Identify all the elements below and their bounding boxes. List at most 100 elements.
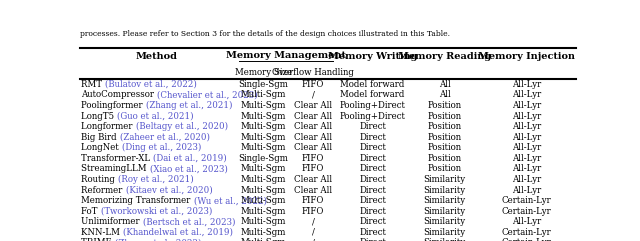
Text: Multi-Sgm: Multi-Sgm: [241, 196, 286, 205]
Text: Clear All: Clear All: [294, 175, 332, 184]
Text: Pooling+Direct: Pooling+Direct: [340, 112, 406, 120]
Text: Multi-Sgm: Multi-Sgm: [241, 186, 286, 194]
Text: /: /: [312, 217, 314, 226]
Text: (Bulatov et al., 2022): (Bulatov et al., 2022): [106, 80, 197, 89]
Text: Multi-Sgm: Multi-Sgm: [241, 228, 286, 237]
Text: Position: Position: [428, 112, 461, 120]
Text: Direct: Direct: [359, 122, 386, 131]
Text: Multi-Sgm: Multi-Sgm: [241, 112, 286, 120]
Text: Memory Management: Memory Management: [226, 51, 346, 60]
Text: Certain-Lyr: Certain-Lyr: [502, 196, 551, 205]
Text: LongNet: LongNet: [81, 143, 122, 152]
Text: (Beltagy et al., 2020): (Beltagy et al., 2020): [136, 122, 228, 131]
Text: Position: Position: [428, 143, 461, 152]
Text: Similarity: Similarity: [424, 239, 466, 241]
Text: Single-Sgm: Single-Sgm: [239, 80, 289, 89]
Text: TRIME: TRIME: [81, 239, 115, 241]
Text: Direct: Direct: [359, 175, 386, 184]
Text: All-Lyr: All-Lyr: [512, 186, 541, 194]
Text: All-Lyr: All-Lyr: [512, 101, 541, 110]
Text: Clear All: Clear All: [294, 133, 332, 142]
Text: Multi-Sgm: Multi-Sgm: [241, 133, 286, 142]
Text: All: All: [438, 80, 451, 89]
Text: Model forward: Model forward: [340, 90, 405, 99]
Text: FIFO: FIFO: [302, 196, 324, 205]
Text: KNN-LM: KNN-LM: [81, 228, 123, 237]
Text: Pooling+Direct: Pooling+Direct: [340, 101, 406, 110]
Text: (Guo et al., 2021): (Guo et al., 2021): [117, 112, 194, 120]
Text: Similarity: Similarity: [424, 228, 466, 237]
Text: Memory Size: Memory Size: [235, 67, 292, 77]
Text: Clear All: Clear All: [294, 143, 332, 152]
Text: Multi-Sgm: Multi-Sgm: [241, 164, 286, 174]
Text: Similarity: Similarity: [424, 196, 466, 205]
Text: Direct: Direct: [359, 207, 386, 216]
Text: Position: Position: [428, 154, 461, 163]
Text: Model forward: Model forward: [340, 80, 405, 89]
Text: Unlimiformer: Unlimiformer: [81, 217, 143, 226]
Text: (Khandelwal et al., 2019): (Khandelwal et al., 2019): [123, 228, 233, 237]
Text: Direct: Direct: [359, 143, 386, 152]
Text: Memory Reading: Memory Reading: [398, 52, 491, 61]
Text: (Dai et al., 2019): (Dai et al., 2019): [154, 154, 227, 163]
Text: Memory Injection: Memory Injection: [478, 52, 575, 61]
Text: Direct: Direct: [359, 196, 386, 205]
Text: All-Lyr: All-Lyr: [512, 122, 541, 131]
Text: Multi-Sgm: Multi-Sgm: [241, 143, 286, 152]
Text: Multi-Sgm: Multi-Sgm: [241, 207, 286, 216]
Text: Single-Sgm: Single-Sgm: [239, 154, 289, 163]
Text: (Wu et al., 2022): (Wu et al., 2022): [194, 196, 267, 205]
Text: Multi-Sgm: Multi-Sgm: [241, 90, 286, 99]
Text: (Kitaev et al., 2020): (Kitaev et al., 2020): [125, 186, 212, 194]
Text: (Bertsch et al., 2023): (Bertsch et al., 2023): [143, 217, 236, 226]
Text: Certain-Lyr: Certain-Lyr: [502, 239, 551, 241]
Text: (Chevalier et al., 2023): (Chevalier et al., 2023): [157, 90, 258, 99]
Text: All-Lyr: All-Lyr: [512, 164, 541, 174]
Text: Position: Position: [428, 122, 461, 131]
Text: Direct: Direct: [359, 133, 386, 142]
Text: (Zaheer et al., 2020): (Zaheer et al., 2020): [120, 133, 210, 142]
Text: RMT: RMT: [81, 80, 106, 89]
Text: (Xiao et al., 2023): (Xiao et al., 2023): [150, 164, 228, 174]
Text: Similarity: Similarity: [424, 217, 466, 226]
Text: All-Lyr: All-Lyr: [512, 154, 541, 163]
Text: /: /: [312, 239, 314, 241]
Text: Direct: Direct: [359, 186, 386, 194]
Text: All-Lyr: All-Lyr: [512, 175, 541, 184]
Text: Similarity: Similarity: [424, 186, 466, 194]
Text: Multi-Sgm: Multi-Sgm: [241, 175, 286, 184]
Text: Clear All: Clear All: [294, 112, 332, 120]
Text: Poolingformer: Poolingformer: [81, 101, 146, 110]
Text: Memorizing Transformer: Memorizing Transformer: [81, 196, 194, 205]
Text: Position: Position: [428, 101, 461, 110]
Text: LongT5: LongT5: [81, 112, 117, 120]
Text: Multi-Sgm: Multi-Sgm: [241, 239, 286, 241]
Text: (Roy et al., 2021): (Roy et al., 2021): [118, 175, 194, 184]
Text: All-Lyr: All-Lyr: [512, 217, 541, 226]
Text: FoT: FoT: [81, 207, 100, 216]
Text: Memory Writing: Memory Writing: [328, 52, 417, 61]
Text: processes. Please refer to Section 3 for the details of the design choices illus: processes. Please refer to Section 3 for…: [80, 30, 450, 38]
Text: Multi-Sgm: Multi-Sgm: [241, 217, 286, 226]
Text: (Ding et al., 2023): (Ding et al., 2023): [122, 143, 202, 152]
Text: Position: Position: [428, 164, 461, 174]
Text: AutoCompressor: AutoCompressor: [81, 90, 157, 99]
Text: Multi-Sgm: Multi-Sgm: [241, 122, 286, 131]
Text: Clear All: Clear All: [294, 122, 332, 131]
Text: Clear All: Clear All: [294, 186, 332, 194]
Text: Transformer-XL: Transformer-XL: [81, 154, 154, 163]
Text: Certain-Lyr: Certain-Lyr: [502, 228, 551, 237]
Text: (Zhong et al., 2022): (Zhong et al., 2022): [115, 238, 202, 241]
Text: Direct: Direct: [359, 239, 386, 241]
Text: Overflow Handling: Overflow Handling: [272, 67, 354, 77]
Text: Similarity: Similarity: [424, 175, 466, 184]
Text: (Zhang et al., 2021): (Zhang et al., 2021): [146, 101, 232, 110]
Text: All-Lyr: All-Lyr: [512, 133, 541, 142]
Text: All-Lyr: All-Lyr: [512, 112, 541, 120]
Text: Certain-Lyr: Certain-Lyr: [502, 207, 551, 216]
Text: Big Bird: Big Bird: [81, 133, 120, 142]
Text: Direct: Direct: [359, 154, 386, 163]
Text: All: All: [438, 90, 451, 99]
Text: All-Lyr: All-Lyr: [512, 143, 541, 152]
Text: Multi-Sgm: Multi-Sgm: [241, 101, 286, 110]
